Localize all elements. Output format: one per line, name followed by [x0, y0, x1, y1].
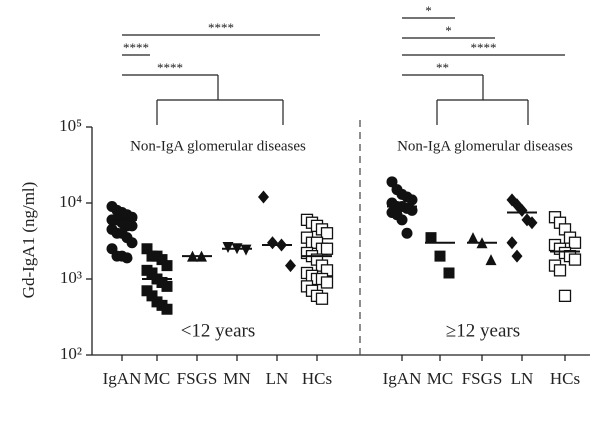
x-tick-label: MN — [223, 369, 250, 388]
point — [161, 280, 173, 292]
significance-label: **** — [208, 20, 234, 35]
point — [315, 292, 329, 305]
significance-label: ** — [436, 60, 449, 75]
point — [258, 190, 269, 204]
x-tick-label: FSGS — [177, 369, 218, 388]
y-tick-label: 10³ — [60, 268, 82, 287]
x-tick-label: FSGS — [462, 369, 503, 388]
point — [161, 260, 173, 272]
point — [568, 253, 582, 266]
point — [568, 236, 582, 249]
point — [156, 254, 168, 266]
point — [161, 303, 173, 315]
point — [434, 250, 446, 262]
point — [126, 220, 138, 232]
x-tick-label: MC — [427, 369, 453, 388]
point — [511, 249, 523, 263]
point — [406, 204, 418, 216]
point — [516, 203, 528, 217]
point — [553, 264, 567, 277]
point — [386, 176, 398, 188]
x-tick-label: IgAN — [383, 369, 422, 388]
point — [240, 244, 252, 256]
x-tick-label: LN — [511, 369, 534, 388]
point — [285, 259, 296, 273]
point — [526, 216, 538, 230]
significance-label: * — [445, 23, 452, 38]
x-tick-label: IgAN — [103, 369, 142, 388]
point — [126, 237, 138, 249]
panel-annotation: Non-IgA glomerular diseases — [130, 138, 306, 154]
point — [320, 227, 334, 240]
x-tick-label: HCs — [550, 369, 580, 388]
y-axis-label: Gd-IgA1 (ng/ml) — [19, 182, 38, 299]
panel-annotation: Non-IgA glomerular diseases — [397, 138, 573, 154]
point — [443, 267, 455, 279]
significance-label: **** — [157, 60, 183, 75]
panel-label: ≥12 years — [446, 320, 520, 341]
point — [506, 236, 518, 250]
x-tick-label: LN — [266, 369, 289, 388]
significance-label: * — [425, 3, 432, 18]
point — [121, 252, 133, 264]
significance-label: **** — [123, 40, 149, 55]
y-tick-label: 10⁵ — [59, 116, 82, 135]
y-tick-label: 10⁴ — [59, 192, 82, 211]
point — [558, 289, 572, 303]
x-tick-label: MC — [144, 369, 170, 388]
point — [222, 241, 234, 253]
x-tick-label: HCs — [302, 369, 332, 388]
point — [401, 227, 413, 239]
point — [406, 194, 418, 206]
point — [396, 214, 408, 226]
point — [267, 236, 278, 250]
point — [146, 267, 158, 279]
point — [320, 242, 334, 255]
point — [146, 290, 158, 302]
point — [320, 276, 334, 289]
point — [141, 243, 153, 255]
y-tick-label: 10² — [60, 344, 82, 363]
significance-label: **** — [471, 40, 497, 55]
point — [467, 232, 479, 244]
point — [485, 254, 497, 266]
panel-label: <12 years — [181, 320, 256, 341]
point — [425, 232, 437, 244]
